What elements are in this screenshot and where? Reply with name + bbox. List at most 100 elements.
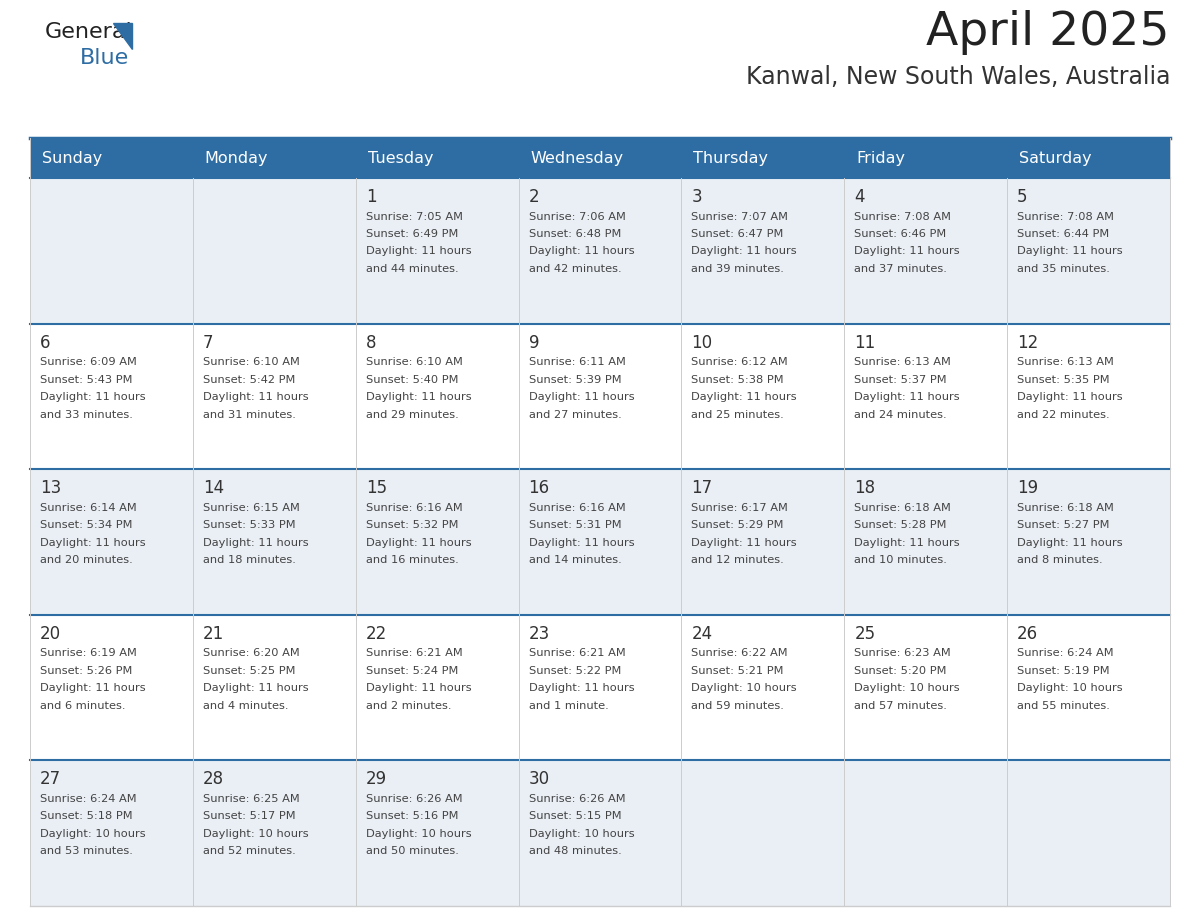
Text: Daylight: 10 hours: Daylight: 10 hours	[854, 683, 960, 693]
Text: Sunrise: 6:10 AM: Sunrise: 6:10 AM	[203, 357, 299, 367]
Text: Saturday: Saturday	[1019, 151, 1092, 165]
Text: Sunrise: 7:05 AM: Sunrise: 7:05 AM	[366, 211, 462, 221]
Text: Sunset: 6:49 PM: Sunset: 6:49 PM	[366, 229, 459, 239]
Text: Daylight: 11 hours: Daylight: 11 hours	[203, 392, 309, 402]
Text: Sunrise: 6:25 AM: Sunrise: 6:25 AM	[203, 794, 299, 804]
Text: and 35 minutes.: and 35 minutes.	[1017, 264, 1110, 274]
Text: 24: 24	[691, 625, 713, 643]
Text: and 42 minutes.: and 42 minutes.	[529, 264, 621, 274]
Text: Daylight: 11 hours: Daylight: 11 hours	[1017, 538, 1123, 548]
Text: and 18 minutes.: and 18 minutes.	[203, 555, 296, 565]
Text: Sunrise: 6:10 AM: Sunrise: 6:10 AM	[366, 357, 462, 367]
Text: and 10 minutes.: and 10 minutes.	[854, 555, 947, 565]
Text: and 1 minute.: and 1 minute.	[529, 700, 608, 711]
Text: Sunrise: 6:17 AM: Sunrise: 6:17 AM	[691, 503, 789, 512]
Text: 19: 19	[1017, 479, 1038, 498]
Text: Daylight: 10 hours: Daylight: 10 hours	[691, 683, 797, 693]
Text: Sunset: 5:42 PM: Sunset: 5:42 PM	[203, 375, 296, 385]
Text: 28: 28	[203, 770, 225, 789]
Text: Sunset: 5:37 PM: Sunset: 5:37 PM	[854, 375, 947, 385]
Text: Sunrise: 6:26 AM: Sunrise: 6:26 AM	[529, 794, 625, 804]
Text: Sunrise: 6:24 AM: Sunrise: 6:24 AM	[40, 794, 137, 804]
Text: Sunrise: 7:08 AM: Sunrise: 7:08 AM	[1017, 211, 1114, 221]
Text: 1: 1	[366, 188, 377, 206]
Text: 6: 6	[40, 333, 51, 352]
Text: Blue: Blue	[80, 48, 129, 68]
Text: Sunset: 5:27 PM: Sunset: 5:27 PM	[1017, 521, 1110, 531]
Text: 2: 2	[529, 188, 539, 206]
Text: and 4 minutes.: and 4 minutes.	[203, 700, 289, 711]
Text: and 31 minutes.: and 31 minutes.	[203, 409, 296, 420]
Text: Sunrise: 6:16 AM: Sunrise: 6:16 AM	[366, 503, 462, 512]
Text: 4: 4	[854, 188, 865, 206]
Text: Daylight: 11 hours: Daylight: 11 hours	[691, 392, 797, 402]
Bar	[30, 615, 1170, 760]
Text: Daylight: 11 hours: Daylight: 11 hours	[529, 538, 634, 548]
Text: Sunrise: 6:13 AM: Sunrise: 6:13 AM	[1017, 357, 1114, 367]
Text: Sunset: 5:15 PM: Sunset: 5:15 PM	[529, 812, 621, 822]
Text: Tuesday: Tuesday	[368, 151, 434, 165]
Text: and 44 minutes.: and 44 minutes.	[366, 264, 459, 274]
Bar	[30, 760, 1170, 906]
Text: Daylight: 11 hours: Daylight: 11 hours	[40, 683, 146, 693]
Text: Sunset: 5:40 PM: Sunset: 5:40 PM	[366, 375, 459, 385]
Text: Sunset: 5:24 PM: Sunset: 5:24 PM	[366, 666, 459, 676]
Text: Sunset: 5:22 PM: Sunset: 5:22 PM	[529, 666, 621, 676]
Text: Daylight: 11 hours: Daylight: 11 hours	[529, 247, 634, 256]
Text: Sunrise: 6:24 AM: Sunrise: 6:24 AM	[1017, 648, 1114, 658]
Text: Sunrise: 6:19 AM: Sunrise: 6:19 AM	[40, 648, 137, 658]
Text: Sunset: 5:29 PM: Sunset: 5:29 PM	[691, 521, 784, 531]
Text: Sunset: 5:31 PM: Sunset: 5:31 PM	[529, 521, 621, 531]
Text: 5: 5	[1017, 188, 1028, 206]
Text: Sunday: Sunday	[42, 151, 102, 165]
Text: Daylight: 11 hours: Daylight: 11 hours	[529, 683, 634, 693]
Text: Sunrise: 6:11 AM: Sunrise: 6:11 AM	[529, 357, 625, 367]
Text: Daylight: 11 hours: Daylight: 11 hours	[854, 538, 960, 548]
Text: Daylight: 11 hours: Daylight: 11 hours	[529, 392, 634, 402]
Text: and 24 minutes.: and 24 minutes.	[854, 409, 947, 420]
Text: and 8 minutes.: and 8 minutes.	[1017, 555, 1102, 565]
Text: 18: 18	[854, 479, 876, 498]
Text: Daylight: 11 hours: Daylight: 11 hours	[203, 538, 309, 548]
Text: and 25 minutes.: and 25 minutes.	[691, 409, 784, 420]
Text: and 57 minutes.: and 57 minutes.	[854, 700, 947, 711]
Text: Daylight: 11 hours: Daylight: 11 hours	[40, 392, 146, 402]
Text: Sunrise: 6:18 AM: Sunrise: 6:18 AM	[854, 503, 952, 512]
Text: 30: 30	[529, 770, 550, 789]
Text: and 33 minutes.: and 33 minutes.	[40, 409, 133, 420]
Text: Friday: Friday	[857, 151, 905, 165]
Text: Sunrise: 6:12 AM: Sunrise: 6:12 AM	[691, 357, 788, 367]
Text: Sunset: 5:16 PM: Sunset: 5:16 PM	[366, 812, 459, 822]
Text: Daylight: 11 hours: Daylight: 11 hours	[366, 683, 472, 693]
Text: and 52 minutes.: and 52 minutes.	[203, 846, 296, 856]
Text: Sunrise: 7:07 AM: Sunrise: 7:07 AM	[691, 211, 789, 221]
Text: 17: 17	[691, 479, 713, 498]
Text: Daylight: 11 hours: Daylight: 11 hours	[40, 538, 146, 548]
Text: Sunrise: 6:26 AM: Sunrise: 6:26 AM	[366, 794, 462, 804]
Text: and 27 minutes.: and 27 minutes.	[529, 409, 621, 420]
Text: Daylight: 11 hours: Daylight: 11 hours	[1017, 247, 1123, 256]
Text: and 53 minutes.: and 53 minutes.	[40, 846, 133, 856]
Text: 12: 12	[1017, 333, 1038, 352]
Text: 8: 8	[366, 333, 377, 352]
Text: Sunset: 6:48 PM: Sunset: 6:48 PM	[529, 229, 621, 239]
Text: 23: 23	[529, 625, 550, 643]
Text: Sunset: 5:39 PM: Sunset: 5:39 PM	[529, 375, 621, 385]
Text: and 48 minutes.: and 48 minutes.	[529, 846, 621, 856]
Text: and 55 minutes.: and 55 minutes.	[1017, 700, 1110, 711]
Text: Sunrise: 6:21 AM: Sunrise: 6:21 AM	[529, 648, 625, 658]
Text: Daylight: 10 hours: Daylight: 10 hours	[529, 829, 634, 839]
Text: Wednesday: Wednesday	[531, 151, 624, 165]
Bar	[30, 469, 1170, 615]
Text: 20: 20	[40, 625, 61, 643]
Text: Daylight: 11 hours: Daylight: 11 hours	[691, 538, 797, 548]
Text: 29: 29	[366, 770, 387, 789]
Text: General: General	[45, 22, 133, 42]
Text: Sunrise: 6:15 AM: Sunrise: 6:15 AM	[203, 503, 299, 512]
Text: 25: 25	[854, 625, 876, 643]
Text: Sunset: 5:20 PM: Sunset: 5:20 PM	[854, 666, 947, 676]
Text: Sunrise: 6:18 AM: Sunrise: 6:18 AM	[1017, 503, 1114, 512]
Text: and 22 minutes.: and 22 minutes.	[1017, 409, 1110, 420]
Text: Sunrise: 6:22 AM: Sunrise: 6:22 AM	[691, 648, 788, 658]
Text: 3: 3	[691, 188, 702, 206]
